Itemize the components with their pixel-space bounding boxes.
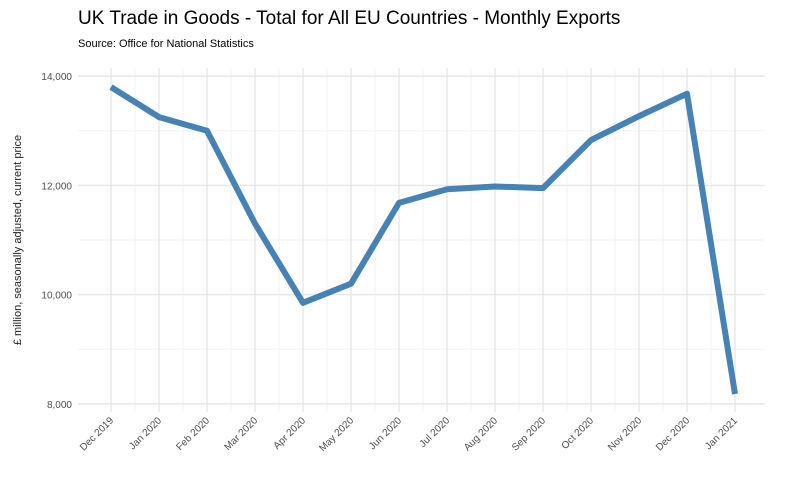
y-tick-label: 10,000 (41, 291, 72, 302)
x-tick-label: Nov 2020 (606, 415, 644, 453)
y-tick-label: 12,000 (41, 181, 72, 192)
y-axis-ticks: 8,000 10,000 12,000 14,000 (41, 72, 72, 411)
x-tick-label: Aug 2020 (462, 415, 500, 453)
series-line (109, 84, 738, 395)
x-axis-ticks: Dec 2019 Jan 2020 Feb 2020 Mar 2020 Apr 2020… (78, 415, 740, 454)
y-axis-label: £ million, seasonally adjusted, current … (12, 135, 24, 345)
x-tick-label: Dec 2020 (654, 415, 692, 453)
y-tick-label: 8,000 (47, 400, 72, 411)
series-layer (109, 84, 738, 395)
x-tick-label: Jun 2020 (367, 415, 404, 452)
x-tick-label: Jan 2021 (703, 415, 740, 452)
x-tick-label: Feb 2020 (174, 415, 212, 453)
x-tick-label: Sep 2020 (510, 415, 548, 453)
x-tick-label: Dec 2019 (78, 415, 116, 453)
y-tick-label: 14,000 (41, 72, 72, 83)
x-tick-label: Jan 2020 (127, 415, 164, 452)
chart-title: UK Trade in Goods - Total for All EU Cou… (78, 8, 621, 29)
x-tick-label: Jul 2020 (418, 415, 453, 450)
x-tick-label: Mar 2020 (222, 415, 260, 453)
x-tick-label: Oct 2020 (560, 415, 597, 452)
grid (78, 68, 765, 412)
chart-subtitle: Source: Office for National Statistics (78, 38, 254, 50)
x-tick-label: May 2020 (317, 415, 356, 454)
x-tick-label: Apr 2020 (272, 415, 309, 452)
